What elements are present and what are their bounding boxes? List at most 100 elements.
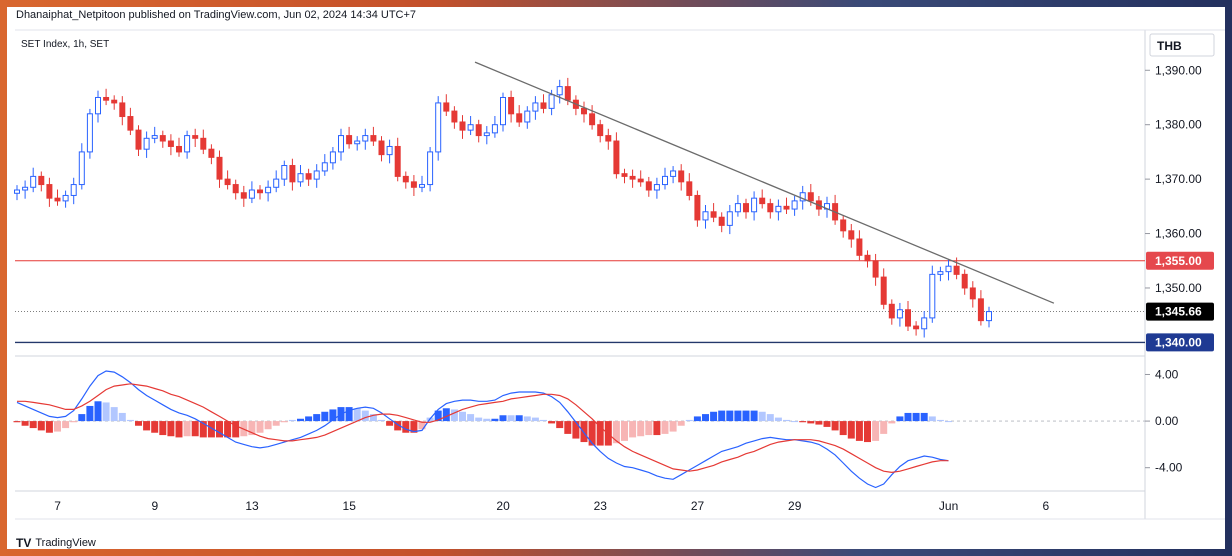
candle <box>637 170 644 187</box>
candle-body <box>86 113 93 153</box>
candle <box>143 131 150 158</box>
candle-body <box>905 309 911 327</box>
candle-body <box>127 116 134 131</box>
candle-body <box>710 211 717 218</box>
candle-body <box>370 135 377 142</box>
candle <box>589 105 596 130</box>
candle-body <box>30 175 37 188</box>
candle-body <box>888 303 895 319</box>
candle-body <box>435 102 442 153</box>
candle-body <box>807 192 814 202</box>
candle-body <box>329 151 336 164</box>
candle-body <box>62 194 69 202</box>
trendline-layer[interactable] <box>474 61 1055 304</box>
support-price-label: 1,340.00 <box>1155 335 1202 349</box>
price-tick-label: 1,380.00 <box>1155 118 1202 132</box>
resistance-price-tag <box>1146 251 1214 270</box>
candle <box>297 164 304 187</box>
candle-body <box>451 110 458 123</box>
macd-histogram-bar <box>653 421 661 436</box>
candle <box>281 160 288 186</box>
candle-body <box>305 173 312 180</box>
candle-body <box>273 178 280 188</box>
horizontal-levels[interactable] <box>15 260 1145 344</box>
candle <box>443 94 450 116</box>
candle-body <box>856 238 863 256</box>
macd-histogram-bar <box>378 419 385 422</box>
candle <box>176 137 182 157</box>
macd-histogram-bar <box>191 421 199 437</box>
candle <box>670 166 677 184</box>
candle-body <box>467 124 474 131</box>
candle-body <box>427 151 434 186</box>
macd-histogram-bar <box>629 421 637 438</box>
candle-body <box>937 271 944 275</box>
price-axis[interactable]: 1,390.00 1,380.00 1,370.00 1,360.00 1,350.00 <box>1145 63 1202 295</box>
candle-body <box>702 211 709 221</box>
macd-histogram-bar <box>507 415 515 422</box>
candle <box>14 185 20 201</box>
candle-body <box>354 140 361 145</box>
candle-body <box>14 189 20 194</box>
candle <box>467 115 474 136</box>
candle <box>410 175 417 196</box>
candle-body <box>743 203 749 213</box>
candle <box>913 321 920 336</box>
macd-histogram-bar <box>288 419 296 422</box>
candle <box>710 203 717 223</box>
resistance-price-label: 1,355.00 <box>1155 254 1202 268</box>
candle-body <box>151 135 158 139</box>
candle-body <box>621 173 628 177</box>
macd-histogram-bar <box>823 421 831 427</box>
tradingview-footer[interactable]: TV TradingView <box>16 536 96 550</box>
candle-body <box>321 162 328 172</box>
price-tags: 1,355.00 1,340.00 1,345.66 <box>1146 251 1214 352</box>
macd-histogram-bar <box>467 414 475 422</box>
macd-histogram-bar <box>94 401 102 422</box>
price-tick-label: 1,360.00 <box>1155 227 1202 241</box>
candle-body <box>759 197 766 205</box>
time-axis[interactable]: 7 9 13 15 20 23 27 29 Jun 6 <box>54 499 1049 513</box>
candle <box>135 125 142 156</box>
candle <box>151 126 158 144</box>
candle-body <box>362 135 369 142</box>
time-tick-label: 20 <box>496 499 510 513</box>
macd-histogram-bar <box>523 416 531 422</box>
candle-body <box>556 86 563 96</box>
publish-header: Dhanaiphat_Netpitoon published on Tradin… <box>16 9 416 21</box>
candle-body <box>313 170 320 180</box>
macd-histogram-bar <box>475 417 483 422</box>
candle-body <box>289 165 296 183</box>
price-tick-label: 1,350.00 <box>1155 281 1202 295</box>
macd-histogram-bar <box>224 421 232 438</box>
candle <box>977 290 984 326</box>
candle-body <box>338 135 344 153</box>
candle <box>321 154 328 176</box>
macd-histogram-bar <box>216 421 223 438</box>
candle <box>767 198 774 219</box>
price-tick-label: 1,390.00 <box>1155 63 1202 77</box>
candle <box>516 105 523 127</box>
macd-histogram-bar <box>928 416 936 422</box>
candle <box>702 204 709 229</box>
macd-histogram-bar <box>272 421 280 426</box>
macd-histogram-bar <box>855 421 863 441</box>
currency-badge[interactable] <box>1149 33 1215 57</box>
macd-histogram-bar <box>305 416 313 422</box>
candle-body <box>297 173 304 183</box>
candle-body <box>394 145 401 177</box>
macd-histogram-bar <box>702 414 709 422</box>
candle <box>969 281 976 308</box>
macd-histogram-bar <box>110 407 118 422</box>
candle <box>581 101 587 123</box>
macd-histogram-bar <box>612 421 620 444</box>
macd-histogram-bar <box>847 421 855 439</box>
candle <box>30 167 37 193</box>
candle <box>167 134 174 156</box>
macd-histogram-bar <box>548 421 556 424</box>
candle-body <box>135 129 142 150</box>
candle <box>362 128 369 150</box>
macd-histogram-bar <box>256 421 264 433</box>
candle <box>864 250 871 268</box>
